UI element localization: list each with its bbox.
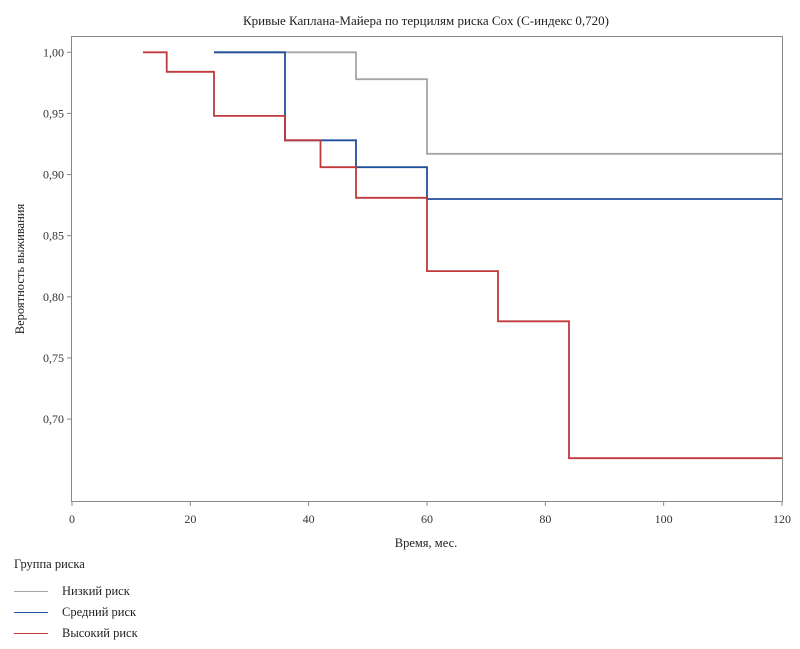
legend-label-high-risk: Высокий риск bbox=[62, 626, 138, 640]
x-axis: 0 20 40 60 80 100 120 bbox=[69, 501, 791, 526]
y-axis-label: Вероятность выживания bbox=[13, 204, 27, 335]
legend: Группа риска Низкий риск Средний риск Вы… bbox=[14, 557, 138, 644]
legend-swatch-high-risk bbox=[14, 633, 48, 634]
x-tick-label: 120 bbox=[773, 512, 791, 526]
legend-swatch-medium-risk bbox=[14, 612, 48, 613]
legend-item-medium-risk: Средний риск bbox=[14, 602, 138, 623]
series-line-medium-risk bbox=[214, 51, 782, 200]
survival-curves bbox=[143, 51, 782, 460]
x-tick-label: 40 bbox=[303, 512, 315, 526]
x-tick-label: 20 bbox=[184, 512, 196, 526]
x-tick-label: 100 bbox=[655, 512, 673, 526]
legend-label-low-risk: Низкий риск bbox=[62, 584, 130, 598]
y-tick-label: 0,70 bbox=[43, 412, 64, 426]
x-tick-label: 0 bbox=[69, 512, 75, 526]
y-tick-label: 0,75 bbox=[43, 351, 64, 365]
y-tick-label: 1,00 bbox=[43, 45, 64, 59]
y-tick-label: 0,85 bbox=[43, 229, 64, 243]
y-axis: 1,00 0,95 0,90 0,85 0,80 0,75 0,70 bbox=[43, 45, 72, 426]
legend-swatch-low-risk bbox=[14, 591, 48, 592]
x-tick-label: 80 bbox=[539, 512, 551, 526]
chart-title: Кривые Каплана-Майера по терцилям риска … bbox=[243, 13, 609, 28]
legend-item-high-risk: Высокий риск bbox=[14, 623, 138, 644]
legend-label-medium-risk: Средний риск bbox=[62, 605, 137, 619]
y-tick-label: 0,95 bbox=[43, 106, 64, 120]
legend-title: Группа риска bbox=[14, 557, 85, 571]
legend-item-low-risk: Низкий риск bbox=[14, 581, 138, 602]
x-axis-label: Время, мес. bbox=[395, 536, 458, 550]
series-line-high-risk bbox=[143, 51, 782, 460]
y-tick-label: 0,90 bbox=[43, 168, 64, 182]
x-tick-label: 60 bbox=[421, 512, 433, 526]
y-tick-label: 0,80 bbox=[43, 290, 64, 304]
series-line-low-risk bbox=[214, 51, 782, 155]
